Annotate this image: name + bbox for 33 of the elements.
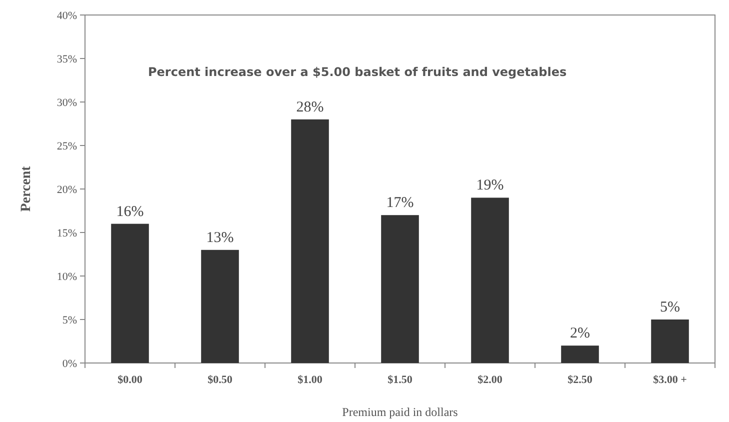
- x-tick-label: $2.00: [478, 374, 503, 386]
- x-tick-label: $3.00 +: [653, 374, 687, 386]
- y-tick-label: 20%: [56, 184, 77, 196]
- x-axis-title: Premium paid in dollars: [342, 405, 458, 419]
- x-tick-label: $1.00: [298, 374, 323, 386]
- data-label: 28%: [296, 99, 324, 116]
- bar: [561, 346, 599, 363]
- x-tick-label: $2.50: [568, 374, 593, 386]
- y-tick-label: 30%: [56, 96, 77, 109]
- y-tick-label: 35%: [56, 53, 77, 66]
- bar: [111, 224, 149, 363]
- data-label: 17%: [386, 195, 414, 212]
- data-label: 13%: [206, 230, 234, 246]
- y-tick-label: 25%: [56, 140, 77, 152]
- bar: [651, 320, 689, 363]
- x-tick-label: $0.00: [118, 374, 143, 386]
- y-tick-label: 10%: [56, 270, 77, 283]
- text: Percent increase over a $5.00 basket of fruits and vegetables: [148, 65, 567, 79]
- data-label: 16%: [116, 204, 144, 220]
- bar: [471, 198, 509, 363]
- bar: [381, 215, 419, 363]
- y-tick-label: 40%: [56, 10, 77, 22]
- y-axis-title: Percent: [19, 166, 34, 212]
- data-label: 2%: [570, 326, 590, 342]
- data-label: 19%: [476, 178, 504, 194]
- y-tick-label: 0%: [62, 358, 77, 370]
- y-tick-label: 15%: [56, 227, 77, 240]
- bar: [291, 119, 329, 363]
- x-tick-label: $1.50: [388, 374, 413, 386]
- y-tick-label: 5%: [62, 314, 77, 326]
- bar: [201, 250, 239, 363]
- data-label: 5%: [660, 300, 680, 316]
- x-tick-label: $0.50: [208, 374, 233, 386]
